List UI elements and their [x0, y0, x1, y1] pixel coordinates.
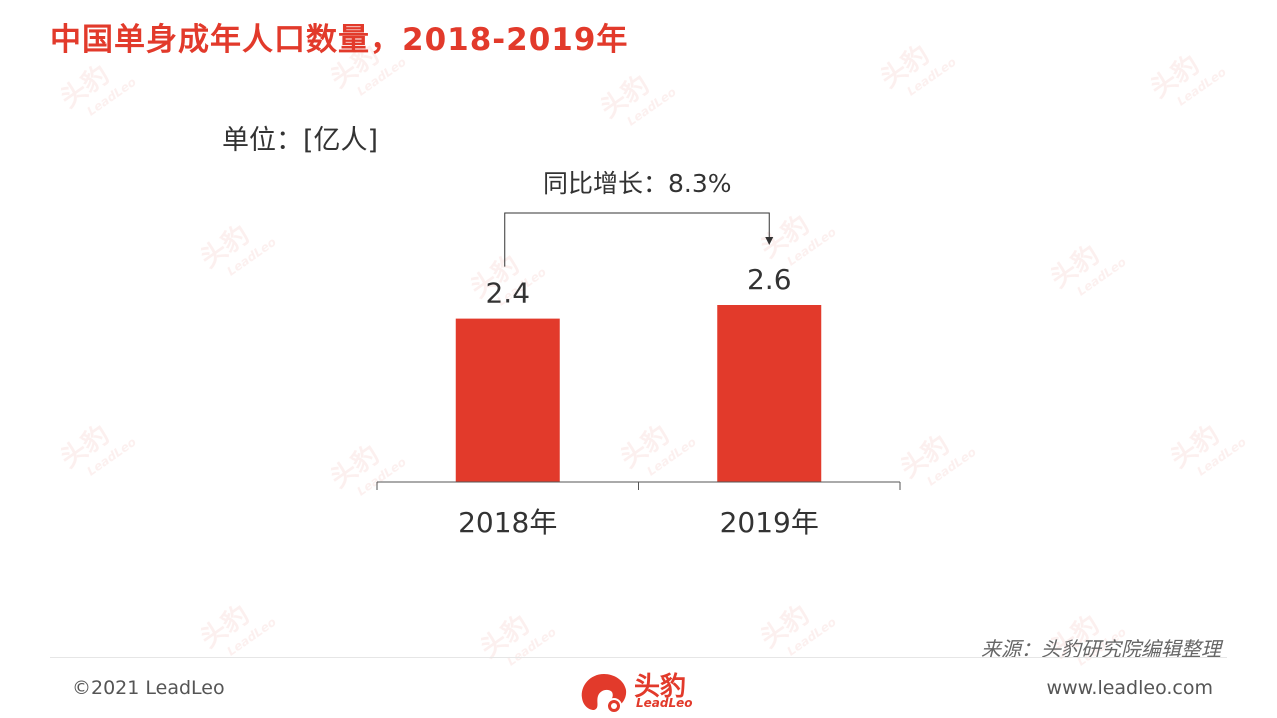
- copyright-text: ©2021 LeadLeo: [72, 677, 225, 699]
- category-label: 2019年: [720, 506, 819, 539]
- growth-connector-line: [504, 212, 770, 267]
- page-title: 中国单身成年人口数量，2018-2019年: [50, 22, 629, 58]
- unit-label: 单位：[亿人]: [222, 125, 379, 156]
- bar-2018年: [455, 318, 560, 482]
- growth-label: 同比增长：8.3%: [543, 169, 732, 198]
- logo-en-text: LeadLeo: [636, 696, 693, 710]
- bar-2019年: [717, 305, 822, 482]
- logo-cn-text: 头豹: [634, 672, 687, 702]
- leopard-logo-icon: [581, 674, 627, 714]
- growth-arrow-icon: [765, 237, 774, 245]
- website-link[interactable]: www.leadleo.com: [1046, 677, 1213, 699]
- leadleo-logo: 头豹 LeadLeo: [578, 664, 708, 716]
- footer-divider: [50, 657, 1227, 658]
- data-label: 2.6: [747, 263, 792, 296]
- category-label: 2018年: [458, 506, 557, 539]
- data-label: 2.4: [485, 277, 530, 310]
